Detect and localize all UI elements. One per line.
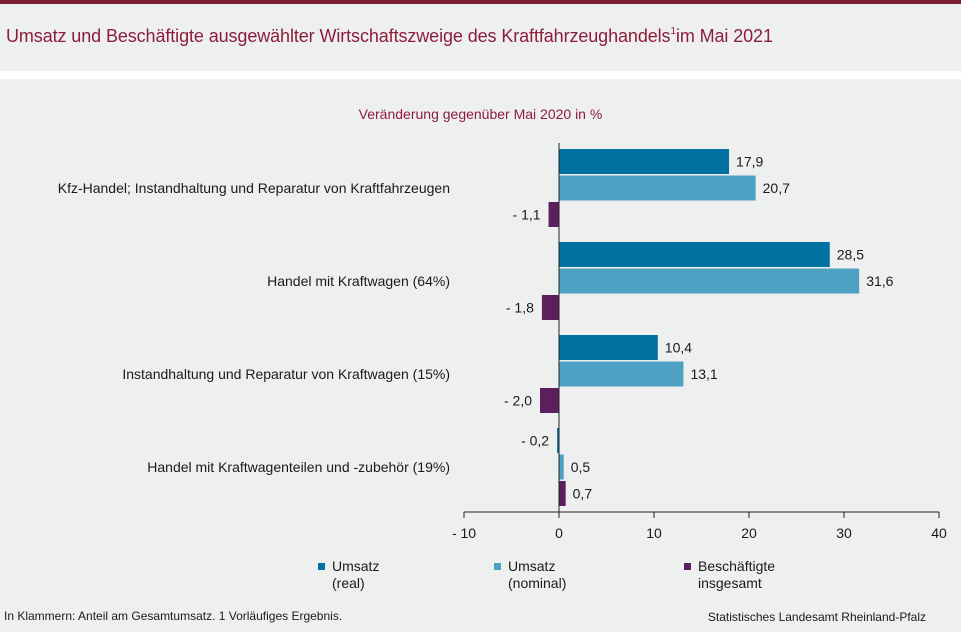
data-label: 28,5 (837, 247, 864, 263)
header-divider (0, 71, 961, 79)
legend-item-beschaeftigte: Beschäftigte insgesamt (684, 558, 775, 592)
top-rule (0, 0, 961, 4)
x-tick-label: - 10 (452, 525, 476, 541)
bar (559, 268, 860, 294)
bar (559, 454, 564, 480)
legend-label: Umsatz (332, 558, 380, 574)
x-tick-label: 10 (646, 525, 662, 541)
data-label: 0,5 (571, 459, 591, 475)
bar (559, 242, 830, 267)
data-label: 10,4 (665, 340, 692, 356)
data-label: - 0,2 (521, 433, 549, 449)
source-credit: Statistisches Landesamt Rheinland-Pfalz (707, 610, 926, 624)
bar (540, 388, 559, 413)
legend-swatch (494, 563, 501, 570)
bar (559, 335, 658, 360)
data-label: - 1,1 (513, 207, 541, 223)
legend-label: Umsatz (508, 558, 556, 574)
chart-title-text: Umsatz und Beschäftigte ausgewählter Wir… (6, 26, 671, 46)
footnote: In Klammern: Anteil am Gesamtumsatz. 1 V… (4, 609, 343, 623)
legend-swatch (318, 563, 325, 570)
chart-subtitle: Veränderung gegenüber Mai 2020 in % (358, 106, 603, 122)
data-label: 13,1 (690, 366, 717, 382)
data-label: 20,7 (763, 180, 790, 196)
data-label: 31,6 (866, 273, 893, 289)
legend-label: (nominal) (508, 575, 567, 591)
x-tick-label: 0 (555, 525, 563, 541)
x-tick-label: 30 (836, 525, 852, 541)
category-label: Instandhaltung und Reparatur von Kraftwa… (122, 366, 450, 382)
bar (559, 361, 684, 387)
category-label: Handel mit Kraftwagen (64%) (267, 273, 450, 289)
legend-label: Beschäftigte (698, 558, 776, 574)
legend-label: insgesamt (698, 575, 762, 591)
bar (541, 295, 559, 320)
bar (559, 481, 566, 506)
bar (559, 149, 730, 174)
title-footnote-mark: 1 (670, 26, 676, 37)
data-label: 17,9 (736, 154, 763, 170)
data-label: - 1,8 (506, 300, 534, 316)
category-label: Handel mit Kraftwagenteilen und -zubehör… (147, 459, 450, 475)
data-label: - 2,0 (504, 393, 532, 409)
bar (548, 202, 559, 227)
chart-title: Umsatz und Beschäftigte ausgewählter Wir… (6, 26, 773, 47)
bar (559, 175, 756, 201)
x-tick-label: 40 (931, 525, 947, 541)
x-tick-label: 20 (741, 525, 757, 541)
category-label: Kfz-Handel; Instandhaltung und Reparatur… (58, 180, 450, 196)
data-label: 0,7 (573, 486, 593, 502)
legend-swatch (684, 563, 691, 570)
bar (557, 428, 559, 453)
legend-item-umsatz-real: Umsatz (real) (318, 558, 379, 592)
chart-title-suffix: im Mai 2021 (675, 26, 773, 46)
legend-item-umsatz-nominal: Umsatz (nominal) (494, 558, 566, 592)
legend-label: (real) (332, 575, 365, 591)
